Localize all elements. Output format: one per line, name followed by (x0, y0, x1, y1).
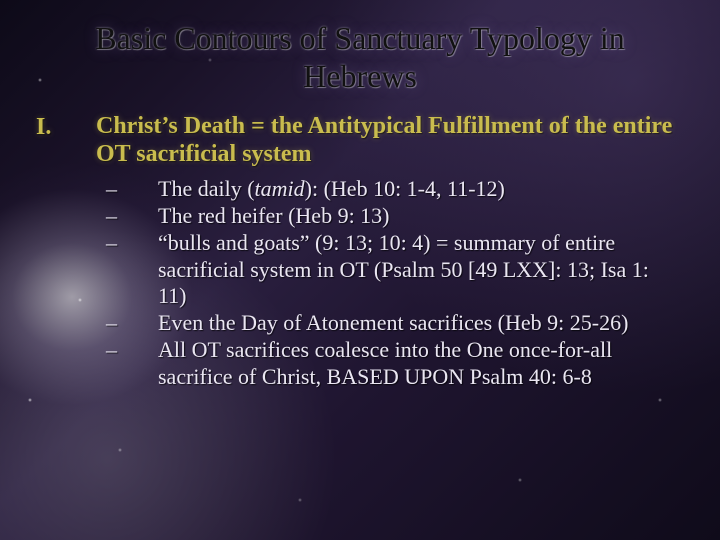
bullet-text: All OT sacrifices coalesce into the One … (158, 337, 676, 391)
bullet-text: “bulls and goats” (9: 13; 10: 4) = summa… (158, 230, 676, 310)
bullet-marker: – (106, 337, 136, 391)
bullet-text: The daily (tamid): (Heb 10: 1-4, 11-12) (158, 176, 676, 203)
slide: Basic Contours of Sanctuary Typology in … (0, 0, 720, 540)
outline-level-1: I. Christ’s Death = the Antitypical Fulf… (36, 112, 684, 169)
bullet-item: –The daily (tamid): (Heb 10: 1-4, 11-12) (106, 176, 676, 203)
bullet-marker: – (106, 230, 136, 310)
bullet-list: –The daily (tamid): (Heb 10: 1-4, 11-12)… (106, 176, 676, 391)
bullet-item: –All OT sacrifices coalesce into the One… (106, 337, 676, 391)
bullet-marker: – (106, 203, 136, 230)
bullet-text: Even the Day of Atonement sacrifices (He… (158, 310, 676, 337)
slide-title: Basic Contours of Sanctuary Typology in … (36, 20, 684, 96)
bullet-marker: – (106, 176, 136, 203)
bullet-item: –The red heifer (Heb 9: 13) (106, 203, 676, 230)
bullet-text: The red heifer (Heb 9: 13) (158, 203, 676, 230)
bullet-item: –“bulls and goats” (9: 13; 10: 4) = summ… (106, 230, 676, 310)
bullet-item: –Even the Day of Atonement sacrifices (H… (106, 310, 676, 337)
outline-heading: Christ’s Death = the Antitypical Fulfill… (96, 112, 684, 169)
outline-number: I. (36, 112, 82, 169)
bullet-marker: – (106, 310, 136, 337)
